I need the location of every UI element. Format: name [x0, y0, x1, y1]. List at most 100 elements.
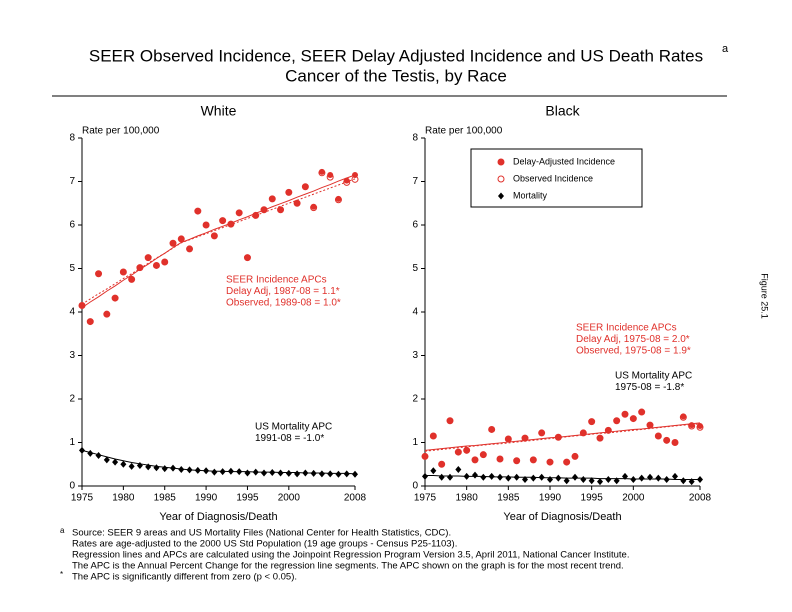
- y-axis-label: Rate per 100,000: [82, 126, 160, 137]
- observed-point: [521, 434, 529, 442]
- observed-point: [326, 173, 334, 181]
- mortality-point: [572, 473, 578, 481]
- legend-label: Observed Incidence: [513, 173, 593, 183]
- trend-line: [81, 449, 356, 475]
- mortality-point: [95, 452, 102, 460]
- observed-point: [488, 425, 496, 433]
- observed-point: [421, 452, 429, 460]
- y-tick-label: 7: [412, 176, 418, 187]
- observed-point: [152, 261, 160, 269]
- observed-point: [351, 175, 359, 183]
- delay-adjusted-point: [194, 208, 201, 215]
- observed-point: [161, 258, 169, 266]
- legend-marker: [497, 175, 505, 183]
- mortality-point: [178, 465, 185, 473]
- observed-point: [463, 446, 471, 454]
- mortality-point: [697, 475, 703, 483]
- delay-adjusted-point: [538, 429, 545, 436]
- annotation: 1975-08 = -1.8*: [615, 382, 684, 393]
- observed-point: [210, 232, 218, 240]
- mortality-point: [438, 473, 445, 481]
- observed-point: [177, 235, 185, 243]
- y-tick-label: 1: [69, 437, 75, 448]
- delay-adjusted-point: [530, 456, 537, 463]
- x-tick-label: 1985: [154, 493, 177, 504]
- annotation: US Mortality APC: [615, 371, 692, 382]
- delay-adjusted-point: [630, 415, 637, 422]
- legend-label: Delay-Adjusted Incidence: [513, 156, 615, 166]
- trend-line: [425, 475, 700, 480]
- delay-adjusted-point: [236, 209, 243, 216]
- mortality-point: [655, 474, 662, 482]
- mortality-point: [219, 468, 226, 476]
- delay-adjusted-point: [572, 453, 578, 460]
- mortality-point: [597, 478, 603, 486]
- y-tick-label: 5: [412, 263, 418, 274]
- observed-point: [285, 188, 293, 196]
- y-tick-label: 6: [412, 220, 418, 231]
- delay-adjusted-point: [672, 439, 678, 446]
- x-axis-label: Year of Diagnosis/Death: [159, 511, 277, 523]
- mortality-point: [663, 475, 670, 483]
- panel-title: White: [201, 103, 237, 119]
- x-tick-label: 1980: [112, 493, 135, 504]
- trend-line: [81, 174, 356, 309]
- delay-adjusted-point: [480, 451, 487, 458]
- x-tick-label: 1995: [581, 493, 604, 504]
- mortality-point: [563, 477, 570, 485]
- mortality-point: [505, 474, 512, 482]
- observed-point: [243, 254, 251, 262]
- observed-point: [621, 410, 629, 418]
- figure-label: Figure 25.1: [760, 273, 770, 319]
- delay-adjusted-point: [430, 432, 437, 439]
- delay-adjusted-point: [547, 459, 553, 466]
- observed-point: [111, 294, 119, 302]
- delay-adjusted-point: [505, 436, 512, 443]
- x-tick-label: 2008: [689, 493, 712, 504]
- x-axis-label: Year of Diagnosis/Death: [503, 511, 621, 523]
- observed-point: [268, 195, 276, 203]
- delay-adjusted-point: [555, 434, 562, 441]
- observed-point: [219, 217, 227, 225]
- delay-adjusted-point: [663, 437, 670, 444]
- mortality-point: [630, 475, 637, 483]
- delay-adjusted-point: [613, 417, 620, 424]
- observed-point: [446, 417, 454, 425]
- delay-adjusted-point: [622, 411, 628, 418]
- mortality-point: [153, 464, 160, 472]
- delay-adjusted-point: [655, 432, 662, 439]
- y-tick-label: 5: [69, 263, 75, 274]
- y-tick-label: 2: [412, 394, 418, 405]
- observed-point: [310, 204, 318, 212]
- annotation: Observed, 1989-08 = 1.0*: [226, 298, 341, 309]
- observed-point: [227, 220, 235, 228]
- observed-point: [136, 264, 144, 272]
- footnote-marker: *: [60, 570, 63, 579]
- mortality-point: [455, 465, 462, 473]
- observed-point: [343, 178, 351, 186]
- delay-adjusted-point: [170, 240, 176, 247]
- mortality-point: [203, 467, 210, 475]
- delay-adjusted-point: [261, 206, 267, 213]
- observed-point: [86, 318, 94, 326]
- delay-adjusted-point: [522, 435, 528, 442]
- annotation: Observed, 1975-08 = 1.9*: [576, 346, 691, 357]
- observed-point: [496, 455, 504, 463]
- delay-adjusted-point: [186, 245, 193, 252]
- observed-point: [78, 301, 86, 309]
- panel-title: Black: [545, 103, 580, 119]
- mortality-point: [488, 472, 495, 480]
- annotation: Delay Adj, 1987-08 = 1.1*: [226, 286, 340, 297]
- observed-point: [638, 408, 646, 416]
- mortality-point: [327, 470, 334, 478]
- title-note-marker: a: [722, 43, 729, 55]
- delay-adjusted-point: [302, 183, 309, 190]
- observed-point: [144, 254, 152, 262]
- observed-point: [504, 435, 512, 443]
- delay-adjusted-point: [112, 295, 119, 302]
- delay-adjusted-point: [294, 200, 301, 207]
- annotation: 1991-08 = -1.0*: [255, 433, 324, 444]
- delay-adjusted-point: [497, 456, 503, 463]
- observed-point: [663, 436, 671, 444]
